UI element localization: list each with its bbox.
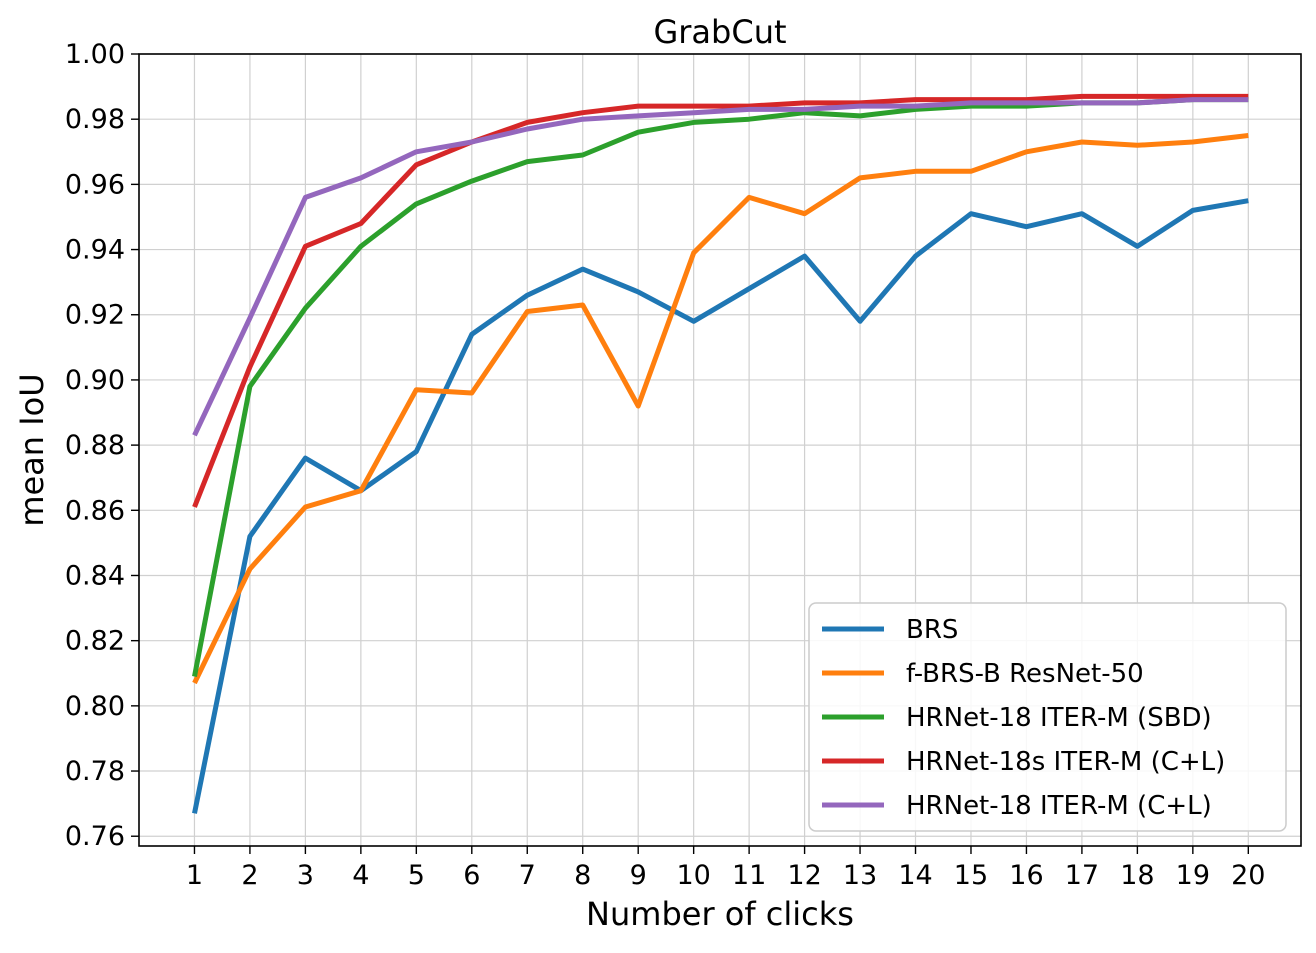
x-tick-label: 5 bbox=[408, 860, 425, 891]
x-tick-label: 19 bbox=[1176, 860, 1210, 891]
x-tick-label: 4 bbox=[352, 860, 369, 891]
y-tick-label: 0.92 bbox=[65, 300, 125, 331]
y-tick-label: 0.86 bbox=[65, 495, 125, 526]
y-tick-label: 0.80 bbox=[65, 691, 125, 722]
x-tick-label: 16 bbox=[1009, 860, 1043, 891]
y-tick-label: 0.96 bbox=[65, 169, 125, 200]
x-tick-label: 2 bbox=[241, 860, 258, 891]
x-tick-label: 17 bbox=[1065, 860, 1099, 891]
y-tick-label: 0.90 bbox=[65, 365, 125, 396]
y-axis-ticks: 0.76 0.78 0.80 0.82 0.84 0.86 0.88 0.90 0.92 0.94… bbox=[65, 39, 139, 852]
y-tick-label: 0.94 bbox=[65, 235, 125, 266]
x-tick-label: 3 bbox=[297, 860, 314, 891]
y-tick-label: 0.98 bbox=[65, 104, 125, 135]
axes-frame bbox=[138, 53, 1302, 847]
y-tick-label: 0.82 bbox=[65, 626, 125, 657]
series-line-f-brs-b-resnet-50 bbox=[192, 133, 1249, 685]
x-axis-title: Number of clicks bbox=[586, 895, 854, 933]
x-tick-label: 14 bbox=[898, 860, 932, 891]
x-tick-label: 9 bbox=[630, 860, 647, 891]
x-tick-label: 10 bbox=[676, 860, 710, 891]
y-tick-label: 0.76 bbox=[65, 821, 125, 852]
series-line-hrnet-18-iter-m-c-l bbox=[192, 97, 1249, 437]
x-tick-label: 7 bbox=[519, 860, 536, 891]
chart-title: GrabCut bbox=[653, 13, 786, 51]
x-tick-label: 12 bbox=[787, 860, 821, 891]
y-tick-label: 0.78 bbox=[65, 756, 125, 787]
legend: BRS f-BRS-B ResNet-50 HRNet-18 ITER-M (SBD… bbox=[808, 602, 1287, 832]
legend-label-brs: BRS bbox=[906, 615, 958, 645]
x-tick-label: 13 bbox=[843, 860, 877, 891]
x-tick-label: 18 bbox=[1120, 860, 1154, 891]
x-tick-label: 20 bbox=[1231, 860, 1265, 891]
y-tick-label: 0.88 bbox=[65, 430, 125, 461]
legend-label-hrnet-18-iter-m-sbd: HRNet-18 ITER-M (SBD) bbox=[906, 703, 1212, 733]
series-line-hrnet-18s-iter-m-c-l bbox=[192, 93, 1249, 508]
legend-label-hrnet-18s-iter-m-c-l: HRNet-18s ITER-M (C+L) bbox=[906, 747, 1225, 777]
x-tick-label: 15 bbox=[954, 860, 988, 891]
x-tick-label: 11 bbox=[732, 860, 766, 891]
series-line-brs bbox=[192, 198, 1249, 814]
x-tick-label: 1 bbox=[186, 860, 203, 891]
y-tick-label: 1.00 bbox=[65, 39, 125, 70]
legend-box bbox=[808, 602, 1287, 832]
x-axis-ticks: 1 2 3 4 5 6 7 8 9 10 11 12 13 14 15 16 17 18 19 20 bbox=[186, 846, 1265, 891]
series-line-hrnet-18-iter-m-sbd bbox=[192, 97, 1249, 677]
x-tick-label: 6 bbox=[463, 860, 480, 891]
y-tick-label: 0.84 bbox=[65, 560, 125, 591]
legend-label-f-brs-b-resnet-50: f-BRS-B ResNet-50 bbox=[906, 659, 1144, 689]
x-tick-label: 8 bbox=[574, 860, 591, 891]
y-axis-title: mean IoU bbox=[13, 373, 51, 526]
series-lines bbox=[192, 93, 1249, 814]
legend-label-hrnet-18-iter-m-c-l: HRNet-18 ITER-M (C+L) bbox=[906, 791, 1212, 821]
